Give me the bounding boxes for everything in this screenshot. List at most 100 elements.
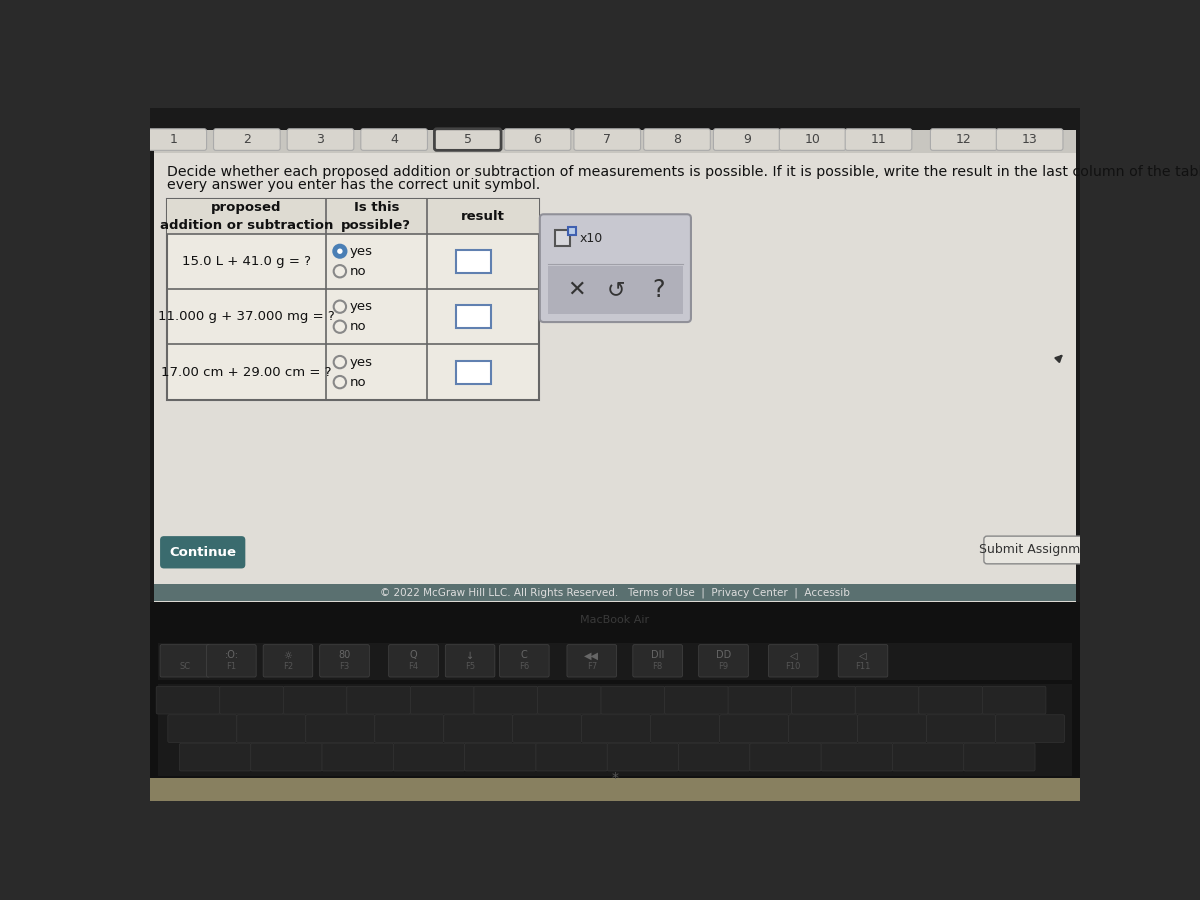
FancyBboxPatch shape <box>434 129 502 150</box>
Text: ◀◀: ◀◀ <box>584 651 599 661</box>
Text: Q: Q <box>409 651 418 661</box>
FancyBboxPatch shape <box>150 108 1080 616</box>
FancyBboxPatch shape <box>839 644 888 677</box>
Text: 9: 9 <box>743 133 751 146</box>
FancyBboxPatch shape <box>792 687 856 714</box>
FancyBboxPatch shape <box>361 129 427 150</box>
Text: 7: 7 <box>604 133 611 146</box>
Text: ◁: ◁ <box>790 651 797 661</box>
Circle shape <box>334 266 346 277</box>
FancyBboxPatch shape <box>536 743 607 771</box>
Text: Continue: Continue <box>169 545 236 559</box>
FancyBboxPatch shape <box>236 715 306 742</box>
Text: F5: F5 <box>466 662 475 670</box>
FancyBboxPatch shape <box>566 644 617 677</box>
Text: F2: F2 <box>283 662 293 670</box>
Text: 3: 3 <box>317 133 324 146</box>
FancyBboxPatch shape <box>678 743 750 771</box>
FancyBboxPatch shape <box>512 715 582 742</box>
FancyBboxPatch shape <box>156 687 220 714</box>
FancyBboxPatch shape <box>474 687 538 714</box>
Text: yes: yes <box>350 356 373 369</box>
FancyBboxPatch shape <box>263 644 313 677</box>
Text: F11: F11 <box>856 662 871 670</box>
Text: 5: 5 <box>463 133 472 146</box>
Text: 11.000 g + 37.000 mg = ?: 11.000 g + 37.000 mg = ? <box>158 310 335 323</box>
Text: ✕: ✕ <box>566 280 586 300</box>
Circle shape <box>334 320 346 333</box>
Circle shape <box>334 245 346 257</box>
FancyBboxPatch shape <box>547 222 683 262</box>
FancyBboxPatch shape <box>434 129 502 150</box>
FancyBboxPatch shape <box>154 130 1076 606</box>
FancyBboxPatch shape <box>306 715 374 742</box>
Text: x10: x10 <box>580 231 602 245</box>
Text: F7: F7 <box>587 662 596 670</box>
FancyBboxPatch shape <box>167 199 539 233</box>
Circle shape <box>334 301 346 313</box>
FancyBboxPatch shape <box>788 715 858 742</box>
FancyBboxPatch shape <box>157 644 1073 680</box>
FancyBboxPatch shape <box>930 129 997 150</box>
FancyBboxPatch shape <box>504 129 571 150</box>
FancyBboxPatch shape <box>389 644 438 677</box>
FancyBboxPatch shape <box>926 715 996 742</box>
Text: 15.0 L + 41.0 g = ?: 15.0 L + 41.0 g = ? <box>182 255 311 267</box>
FancyBboxPatch shape <box>168 715 236 742</box>
FancyBboxPatch shape <box>167 199 539 400</box>
Text: F8: F8 <box>653 662 662 670</box>
Text: 1: 1 <box>169 133 178 146</box>
FancyBboxPatch shape <box>601 687 665 714</box>
Circle shape <box>337 248 342 254</box>
FancyBboxPatch shape <box>322 743 394 771</box>
Text: 17.00 cm + 29.00 cm = ?: 17.00 cm + 29.00 cm = ? <box>161 365 331 379</box>
FancyBboxPatch shape <box>160 536 245 569</box>
Text: 2: 2 <box>242 133 251 146</box>
FancyBboxPatch shape <box>214 129 281 150</box>
FancyBboxPatch shape <box>347 687 410 714</box>
FancyBboxPatch shape <box>154 153 1076 590</box>
Text: ◁: ◁ <box>859 651 866 661</box>
FancyBboxPatch shape <box>845 129 912 150</box>
Text: yes: yes <box>350 301 373 313</box>
FancyBboxPatch shape <box>919 687 983 714</box>
FancyBboxPatch shape <box>374 715 444 742</box>
Text: no: no <box>350 375 366 389</box>
FancyBboxPatch shape <box>140 129 206 150</box>
Circle shape <box>334 356 346 368</box>
FancyBboxPatch shape <box>150 108 1080 801</box>
FancyBboxPatch shape <box>287 129 354 150</box>
FancyBboxPatch shape <box>750 743 821 771</box>
FancyBboxPatch shape <box>964 743 1036 771</box>
FancyBboxPatch shape <box>893 743 964 771</box>
Text: 8: 8 <box>673 133 682 146</box>
Text: 6: 6 <box>534 133 541 146</box>
Text: 80: 80 <box>338 651 350 661</box>
FancyBboxPatch shape <box>456 305 491 328</box>
FancyBboxPatch shape <box>698 644 749 677</box>
Text: ↺: ↺ <box>606 280 625 300</box>
Text: DII: DII <box>650 651 665 661</box>
FancyBboxPatch shape <box>996 715 1064 742</box>
FancyBboxPatch shape <box>154 584 1076 601</box>
FancyBboxPatch shape <box>582 715 650 742</box>
FancyBboxPatch shape <box>996 129 1063 150</box>
FancyBboxPatch shape <box>456 249 491 273</box>
Text: 12: 12 <box>956 133 972 146</box>
Text: no: no <box>350 320 366 333</box>
Text: ?: ? <box>652 278 665 302</box>
FancyBboxPatch shape <box>445 644 494 677</box>
Text: SC: SC <box>179 662 191 670</box>
FancyBboxPatch shape <box>821 743 893 771</box>
Text: ↓: ↓ <box>466 651 474 661</box>
FancyBboxPatch shape <box>728 687 792 714</box>
Text: :O:: :O: <box>224 651 239 661</box>
Text: Decide whether each proposed addition or subtraction of measurements is possible: Decide whether each proposed addition or… <box>167 165 1200 179</box>
FancyBboxPatch shape <box>157 684 1073 777</box>
FancyBboxPatch shape <box>779 129 846 150</box>
FancyBboxPatch shape <box>632 644 683 677</box>
FancyBboxPatch shape <box>714 129 780 150</box>
Text: F1: F1 <box>227 662 236 670</box>
FancyBboxPatch shape <box>858 715 926 742</box>
FancyBboxPatch shape <box>538 687 601 714</box>
